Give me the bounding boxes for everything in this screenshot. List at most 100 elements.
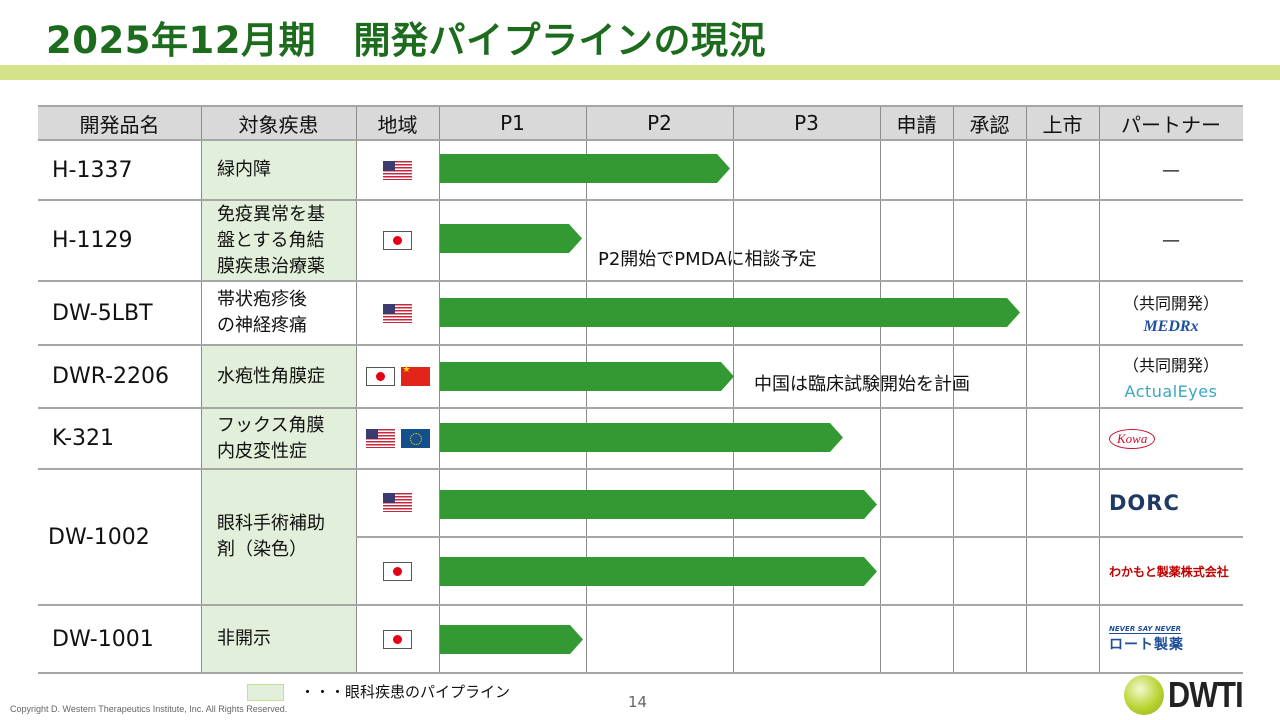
row-disease: 免疫異常を基 盤とする角結 膜疾患治療薬 (201, 200, 372, 281)
progress-bar (440, 423, 843, 452)
grid-line (880, 106, 881, 673)
grid-line (38, 672, 1243, 674)
us-flag-icon (365, 429, 395, 448)
progress-bar (440, 557, 877, 586)
header-launch: 上市 (1026, 106, 1099, 140)
medrx-logo: MEDRx (1143, 318, 1199, 335)
japan-flag-icon (383, 231, 412, 250)
row-code: H-1129 (52, 228, 133, 253)
row-code: DW-1001 (52, 626, 154, 652)
joint-development-label: （共同開発） (1122, 356, 1219, 375)
grid-line (38, 105, 1243, 107)
row-disease: 眼科手術補助 剤（染色） (201, 469, 372, 605)
header-approval: 承認 (953, 106, 1026, 140)
progress-bar (440, 362, 734, 391)
grid-line (1099, 106, 1100, 673)
us-flag-icon (383, 493, 412, 512)
grid-line (733, 106, 734, 673)
row-partner: DORC (1099, 469, 1243, 537)
progress-bar (440, 625, 583, 654)
japan-flag-icon (383, 629, 412, 649)
joint-development-label: （共同開発） (1122, 294, 1219, 313)
grid-line (38, 604, 1243, 606)
china-flag-icon (400, 365, 430, 386)
row-disease: 非開示 (217, 628, 271, 649)
legend-text: ・・・眼科疾患のパイプライン (300, 683, 511, 701)
row-regions (356, 200, 439, 281)
disease-line: 帯状疱疹後 (217, 289, 307, 310)
copyright-text: Copyright D. Western Therapeutics Instit… (10, 704, 288, 714)
disease-line: の神経疼痛 (217, 315, 307, 336)
disease-line: 内皮変性症 (217, 440, 307, 462)
grid-line (953, 106, 954, 673)
disease-line: 眼科手術補助 (217, 513, 325, 534)
row-disease: 水疱性角膜症 (217, 365, 325, 387)
dwti-wordmark: DWTI (1168, 674, 1244, 715)
row-disease: 帯状疱疹後 の神経疼痛 (201, 281, 372, 345)
row-regions (356, 281, 439, 345)
row-code: H-1337 (52, 157, 133, 183)
page-title: 2025年12月期 開発パイプラインの現況 (46, 19, 766, 62)
ophthalmic-highlight (201, 140, 356, 281)
rohto-logo: ロート製薬 (1109, 636, 1184, 653)
progress-bar (440, 490, 877, 519)
row-partner: わかもと製薬株式会社 (1099, 537, 1243, 605)
grid-line (38, 344, 1243, 346)
grid-line (38, 139, 1243, 141)
pipeline-table: 開発品名 対象疾患 地域 P1 P2 P3 申請 承認 上市 パートナー H-1… (38, 105, 1243, 674)
progress-bar (440, 154, 730, 183)
grid-line (356, 106, 357, 673)
row-disease: 緑内障 (217, 159, 271, 180)
us-flag-icon (383, 160, 412, 180)
disease-line: 盤とする角結 (217, 229, 325, 251)
row-regions (356, 345, 439, 408)
eu-flag-icon (400, 429, 430, 448)
dwti-ball-icon (1124, 675, 1164, 715)
grid-line (439, 106, 440, 673)
row-regions (356, 140, 439, 200)
actualeyes-logo: ActualEyes (1124, 382, 1218, 401)
japan-flag-icon (365, 367, 395, 386)
row-partner: NEVER SAY NEVER ロート製薬 (1099, 605, 1243, 673)
grid-line (1026, 106, 1027, 673)
wakamoto-logo: わかもと製薬株式会社 (1109, 564, 1229, 579)
partner-none: — (1162, 230, 1180, 251)
row-regions (356, 469, 439, 537)
progress-bar (440, 298, 1020, 327)
grid-line (356, 536, 1243, 538)
row-partner: — (1099, 140, 1243, 200)
header-region: 地域 (356, 106, 439, 140)
row-partner: （共同開発） ActualEyes (1099, 345, 1243, 408)
disease-line: 免疫異常を基 (217, 203, 325, 225)
row-code: K-321 (52, 426, 115, 451)
header-disease: 対象疾患 (201, 106, 356, 140)
row-regions (356, 408, 439, 469)
ophthalmic-highlight (201, 345, 356, 673)
grid-line (38, 199, 1243, 201)
grid-line (38, 280, 1243, 282)
header-p1: P1 (439, 106, 586, 140)
disease-line: フックス角膜 (217, 414, 325, 436)
title-underline-bar (0, 65, 1280, 80)
row-note: P2開始でPMDAに相談予定 (598, 249, 817, 270)
legend-swatch (247, 684, 284, 701)
header-code: 開発品名 (38, 106, 201, 140)
header-partner: パートナー (1099, 106, 1243, 140)
disease-line: 剤（染色） (217, 539, 307, 560)
progress-bar (440, 224, 582, 253)
page-number: 14 (628, 693, 648, 711)
header-p3: P3 (733, 106, 880, 140)
row-note: 中国は臨床試験開始を計画 (754, 374, 970, 395)
row-regions (356, 605, 439, 673)
dorc-logo: DORC (1109, 491, 1180, 515)
partner-none: — (1162, 159, 1180, 181)
row-regions (356, 537, 439, 605)
rohto-tagline: NEVER SAY NEVER (1109, 624, 1182, 634)
grid-line (38, 468, 1243, 470)
disease-line: 膜疾患治療薬 (217, 255, 325, 277)
dwti-logo: DWTI (1124, 674, 1256, 716)
header-filing: 申請 (880, 106, 953, 140)
grid-line (38, 407, 1243, 409)
row-partner: （共同開発） MEDRx (1099, 281, 1243, 345)
row-code: DW-1002 (48, 524, 150, 550)
